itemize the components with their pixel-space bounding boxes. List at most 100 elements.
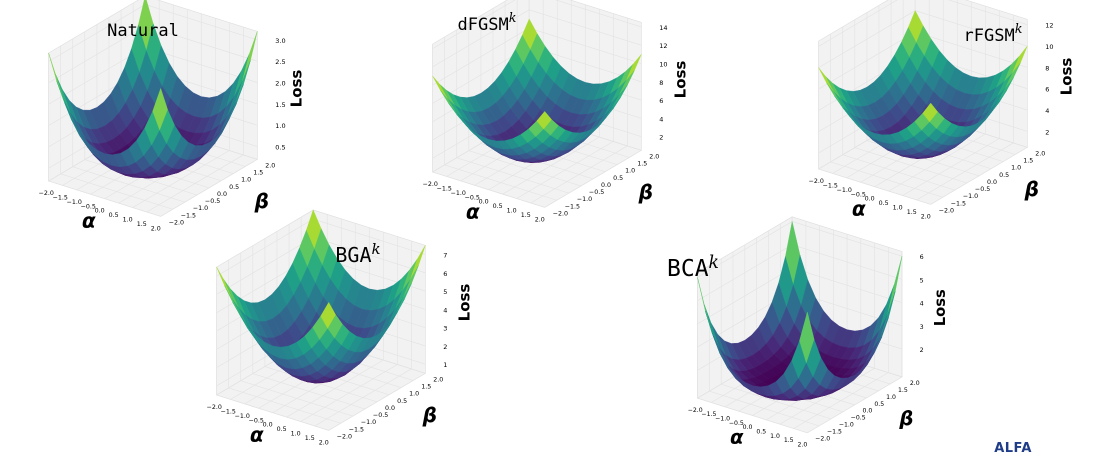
beta-tick-label: 0.5 — [874, 401, 884, 408]
panel-title-superscript: k — [1015, 22, 1023, 37]
alpha-tick-label: −1.0 — [837, 187, 852, 194]
alpha-tick-label: −1.5 — [823, 182, 838, 189]
beta-tick-label: 0.5 — [397, 398, 407, 405]
beta-tick-label: 1.0 — [625, 168, 635, 175]
z-axis: 2 3 4 5 6 Loss — [920, 253, 949, 354]
beta-tick-label: −2.0 — [553, 210, 568, 217]
panel-title: BCAk — [667, 253, 719, 282]
beta-tick-label: −1.0 — [193, 205, 208, 212]
alpha-axis-label: α — [852, 196, 866, 220]
z-tick-label: 3.0 — [275, 37, 285, 45]
alpha-tick-label: −1.0 — [715, 416, 730, 423]
z-axis: 1 2 3 4 5 6 7 Loss — [443, 252, 473, 370]
alpha-axis: −2.0−1.5−1.0−0.50.00.51.01.52.0α — [809, 178, 931, 220]
beta-tick-label: 2.0 — [910, 380, 920, 387]
z-tick-label: 3 — [443, 325, 447, 333]
z-axis-label: Loss — [287, 70, 305, 108]
beta-axis-label: β — [898, 407, 913, 430]
beta-tick-label: −0.5 — [205, 198, 220, 205]
beta-tick-label: −0.5 — [373, 412, 388, 419]
z-axis: 2 4 6 8 10 12 Loss — [1045, 22, 1075, 137]
z-axis: 0.5 1.0 1.5 2.0 2.5 3.0 Loss — [275, 37, 305, 152]
surface-panel-4: 1234567Loss−2.0−1.5−1.0−0.50.00.51.01.52… — [207, 209, 473, 446]
beta-tick-label: −2.0 — [939, 207, 954, 214]
beta-tick-label: −0.5 — [975, 186, 990, 193]
alpha-tick-label: −2.0 — [809, 178, 824, 185]
surface-facet — [922, 102, 938, 123]
alpha-axis: −2.0−1.5−1.0−0.50.00.51.01.52.0α — [688, 407, 808, 449]
beta-axis-label: β — [422, 403, 437, 427]
z-tick-label: 7 — [443, 252, 447, 260]
z-tick-label: 4 — [1045, 107, 1049, 115]
alpha-axis: −2.0−1.5−1.0−0.50.00.51.01.52.0α — [39, 190, 161, 232]
z-tick-label: 1.5 — [275, 101, 285, 109]
alpha-axis-label: α — [82, 208, 96, 232]
alpha-tick-label: 1.5 — [137, 221, 147, 228]
beta-tick-label: 1.5 — [1023, 157, 1033, 164]
surface-mesh — [697, 221, 903, 401]
beta-tick-label: 0.5 — [613, 175, 623, 182]
beta-tick-label: 1.5 — [253, 169, 263, 176]
alpha-tick-label: 1.5 — [305, 435, 315, 442]
alpha-axis-label: α — [250, 422, 264, 446]
alpha-tick-label: −0.5 — [249, 417, 264, 424]
alpha-tick-label: −2.0 — [39, 190, 54, 197]
z-tick-label: 2 — [443, 343, 447, 351]
z-axis-label: Loss — [671, 61, 689, 99]
alpha-tick-label: −2.0 — [423, 181, 438, 188]
beta-tick-label: 2.0 — [265, 162, 275, 169]
z-tick-label: 2 — [920, 346, 924, 354]
beta-axis: −2.0−1.5−1.0−0.50.00.51.01.52.0 β — [939, 150, 1046, 214]
z-axis-label: Loss — [1057, 58, 1075, 96]
alpha-tick-label: −1.5 — [701, 411, 716, 418]
alpha-tick-label: 0.5 — [756, 429, 766, 436]
z-tick-label: 6 — [1045, 86, 1049, 94]
z-tick-label: 0.5 — [275, 144, 285, 152]
beta-tick-label: −2.0 — [337, 433, 352, 440]
alpha-tick-label: 1.0 — [893, 205, 903, 212]
z-tick-label: 5 — [920, 276, 924, 284]
surface-mesh — [432, 18, 642, 163]
beta-tick-label: −0.5 — [589, 189, 604, 196]
alpha-tick-label: 0.5 — [109, 212, 119, 219]
beta-axis: −2.0−1.5−1.0−0.50.00.51.01.52.0 β — [337, 376, 444, 440]
beta-tick-label: −1.5 — [951, 200, 966, 207]
alpha-tick-label: 1.0 — [770, 433, 780, 440]
beta-tick-label: −1.5 — [349, 426, 364, 433]
beta-axis-label: β — [638, 180, 653, 204]
z-tick-label: 4 — [659, 115, 663, 123]
beta-tick-label: 0.0 — [863, 408, 873, 415]
beta-axis: −2.0−1.5−1.0−0.50.00.51.01.52.0 β — [815, 380, 920, 443]
z-tick-label: 2 — [1045, 128, 1049, 136]
surface-panel-1: 0.51.01.52.02.53.0Loss−2.0−1.5−1.0−0.50.… — [39, 0, 305, 232]
beta-axis: −2.0−1.5−1.0−0.50.00.51.01.52.0 β — [553, 153, 660, 217]
surface-mesh — [818, 10, 1028, 159]
alpha-tick-label: 1.0 — [123, 217, 133, 224]
panel-title: Natural — [107, 21, 179, 41]
alpha-tick-label: 1.0 — [291, 431, 301, 438]
surface-facet — [799, 311, 815, 364]
beta-tick-label: −2.0 — [169, 219, 184, 226]
z-tick-label: 6 — [443, 270, 447, 278]
alpha-tick-label: 2.0 — [535, 216, 545, 223]
beta-axis: −2.0−1.5−1.0−0.50.00.51.01.52.0 β — [169, 162, 276, 226]
beta-tick-label: 1.0 — [886, 394, 896, 401]
z-tick-label: 2 — [659, 134, 663, 142]
alpha-tick-label: 2.0 — [151, 225, 161, 232]
z-tick-label: 10 — [1045, 43, 1053, 51]
beta-tick-label: 1.5 — [421, 383, 431, 390]
surface-facet — [152, 87, 168, 131]
alpha-tick-label: 0.0 — [865, 196, 875, 203]
alpha-tick-label: 2.0 — [319, 439, 329, 446]
beta-tick-label: 2.0 — [1035, 150, 1045, 157]
z-tick-label: 4 — [443, 306, 447, 314]
beta-tick-label: −1.5 — [181, 212, 196, 219]
beta-tick-label: 0.5 — [229, 184, 239, 191]
alpha-axis: −2.0−1.5−1.0−0.50.00.51.01.52.0α — [207, 404, 329, 446]
alpha-tick-label: −1.0 — [235, 413, 250, 420]
beta-tick-label: −1.0 — [963, 193, 978, 200]
beta-tick-label: −2.0 — [815, 436, 830, 443]
panel-title-superscript: k — [509, 11, 517, 26]
alpha-tick-label: 0.0 — [479, 199, 489, 206]
